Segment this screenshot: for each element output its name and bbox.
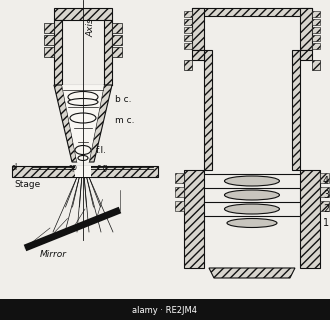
Text: 4: 4 xyxy=(323,176,329,186)
Polygon shape xyxy=(184,27,192,33)
Polygon shape xyxy=(175,187,184,197)
Polygon shape xyxy=(192,50,204,60)
Polygon shape xyxy=(112,23,122,33)
Ellipse shape xyxy=(224,190,280,200)
Polygon shape xyxy=(192,8,312,16)
Polygon shape xyxy=(312,11,320,17)
Text: sp: sp xyxy=(69,164,78,172)
Ellipse shape xyxy=(75,146,91,155)
Polygon shape xyxy=(12,166,158,177)
Ellipse shape xyxy=(68,99,98,106)
Text: b c.: b c. xyxy=(115,94,131,103)
Polygon shape xyxy=(320,173,329,183)
Polygon shape xyxy=(175,201,184,211)
Text: Mirror: Mirror xyxy=(40,250,67,259)
Polygon shape xyxy=(192,8,204,50)
Text: Stage: Stage xyxy=(14,180,40,189)
Polygon shape xyxy=(0,299,330,320)
Polygon shape xyxy=(312,43,320,49)
Ellipse shape xyxy=(70,113,96,123)
Polygon shape xyxy=(292,50,300,170)
Text: 2: 2 xyxy=(323,204,329,214)
Polygon shape xyxy=(62,85,104,162)
Polygon shape xyxy=(300,170,320,268)
Polygon shape xyxy=(300,50,312,60)
Polygon shape xyxy=(75,166,91,177)
Text: m c.: m c. xyxy=(115,116,135,124)
Polygon shape xyxy=(184,19,192,25)
Polygon shape xyxy=(104,20,112,85)
Ellipse shape xyxy=(78,156,88,161)
Text: c.g.: c.g. xyxy=(97,164,111,172)
Polygon shape xyxy=(54,85,77,162)
Ellipse shape xyxy=(224,176,280,186)
Polygon shape xyxy=(184,11,192,17)
Polygon shape xyxy=(175,173,184,183)
Text: alamy · RE2JM4: alamy · RE2JM4 xyxy=(132,307,197,316)
Polygon shape xyxy=(184,35,192,41)
Text: B: B xyxy=(78,300,86,313)
Polygon shape xyxy=(312,60,320,70)
Polygon shape xyxy=(54,20,62,85)
Polygon shape xyxy=(44,35,54,45)
Text: 1: 1 xyxy=(323,218,329,228)
Polygon shape xyxy=(184,170,204,268)
Ellipse shape xyxy=(68,92,98,102)
Polygon shape xyxy=(112,47,122,57)
Polygon shape xyxy=(44,23,54,33)
Ellipse shape xyxy=(224,204,280,214)
Ellipse shape xyxy=(227,219,277,228)
Polygon shape xyxy=(44,47,54,57)
Polygon shape xyxy=(312,19,320,25)
Polygon shape xyxy=(89,85,112,162)
Text: 3: 3 xyxy=(323,190,329,200)
Polygon shape xyxy=(184,60,192,70)
Text: Axis: Axis xyxy=(86,18,95,37)
Polygon shape xyxy=(54,8,112,20)
Polygon shape xyxy=(320,187,329,197)
Text: f.l.: f.l. xyxy=(96,146,107,155)
Text: C: C xyxy=(248,300,257,313)
Polygon shape xyxy=(209,268,295,278)
Polygon shape xyxy=(204,50,212,170)
Polygon shape xyxy=(184,43,192,49)
Polygon shape xyxy=(312,27,320,33)
Polygon shape xyxy=(300,8,312,50)
Polygon shape xyxy=(112,35,122,45)
Text: sl: sl xyxy=(12,164,18,172)
Polygon shape xyxy=(312,35,320,41)
Polygon shape xyxy=(320,201,329,211)
